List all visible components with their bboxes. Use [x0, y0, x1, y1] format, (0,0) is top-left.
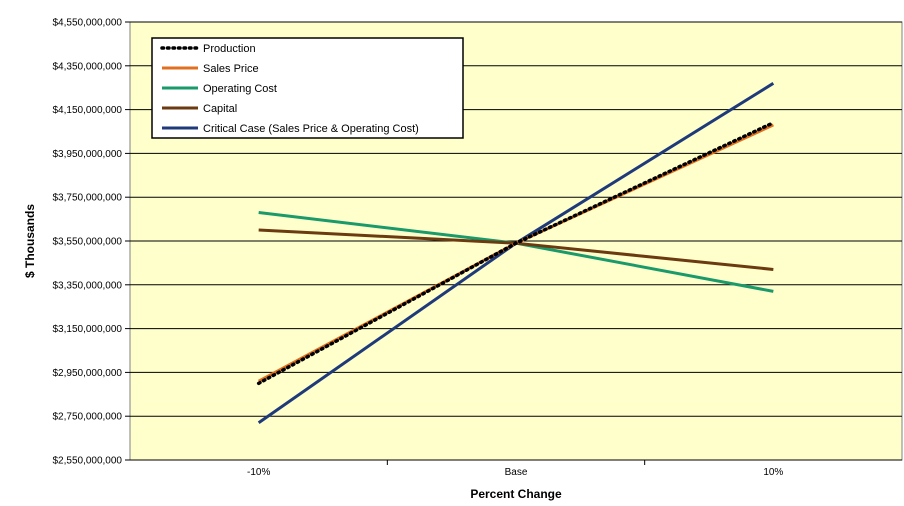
x-axis-ticks: -10% Base 10% — [247, 460, 783, 478]
y-tick-label: $4,150,000,000 — [52, 105, 122, 116]
legend-box — [151, 37, 464, 139]
series-line — [256, 120, 776, 386]
y-tick-label: $3,550,000,000 — [52, 237, 122, 248]
legend-entry: Capital — [203, 103, 237, 115]
legend-entry: Production — [203, 43, 256, 55]
x-tick-label: 10% — [763, 467, 783, 478]
x-axis-title: Percent Change — [470, 487, 562, 501]
legend: Production Sales Price Operating Cost Capit… — [151, 37, 464, 139]
y-tick-label: $3,350,000,000 — [52, 280, 122, 291]
x-tick-label: Base — [505, 467, 528, 478]
y-tick-label: $2,750,000,000 — [52, 412, 122, 423]
series-lines — [256, 82, 776, 425]
y-axis-ticks: $2,550,000,000 $2,750,000,000 $2,950,000,0… — [52, 18, 130, 467]
y-tick-label: $4,350,000,000 — [52, 61, 122, 72]
legend-entry: Sales Price — [203, 63, 259, 75]
y-tick-label: $3,950,000,000 — [52, 149, 122, 160]
legend-entry: Critical Case (Sales Price & Operating C… — [203, 123, 419, 135]
y-tick-label: $3,150,000,000 — [52, 324, 122, 335]
y-tick-label: $3,750,000,000 — [52, 193, 122, 204]
y-axis-title: $ Thousands — [23, 204, 37, 278]
y-tick-label: $4,550,000,000 — [52, 18, 122, 29]
legend-entry: Operating Cost — [203, 83, 277, 95]
y-tick-label: $2,950,000,000 — [52, 368, 122, 379]
y-tick-label: $2,550,000,000 — [52, 456, 122, 467]
x-tick-label: -10% — [247, 467, 270, 478]
